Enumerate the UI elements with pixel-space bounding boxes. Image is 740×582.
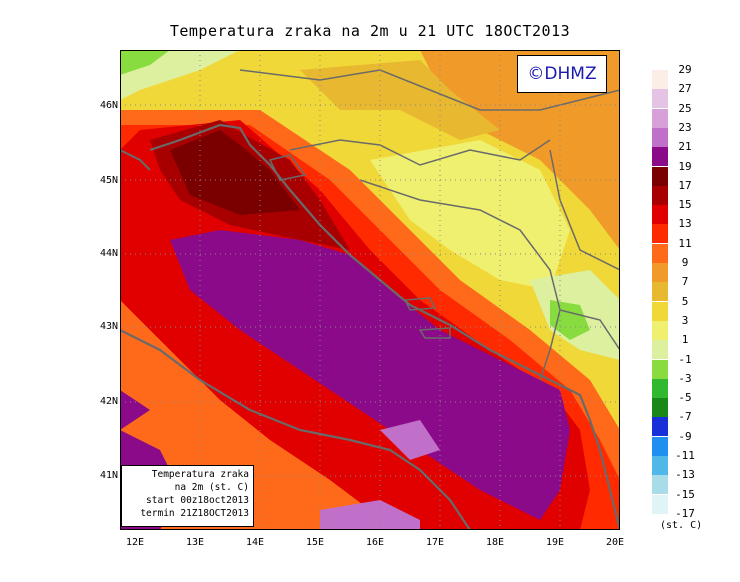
legend-swatch bbox=[652, 340, 668, 360]
lat-label: 42N bbox=[99, 396, 118, 407]
gargano-patch bbox=[380, 420, 440, 460]
info-line: na 2m (st. C) bbox=[174, 482, 249, 493]
legend-swatch bbox=[652, 417, 668, 437]
lat-label: 46N bbox=[99, 100, 118, 111]
temperature-field bbox=[120, 50, 620, 530]
legend-swatch bbox=[652, 378, 668, 398]
lon-label: 13E bbox=[185, 537, 205, 548]
warm-east bbox=[420, 50, 620, 250]
legend-swatch bbox=[652, 70, 668, 89]
legend-label: -9 bbox=[678, 429, 692, 443]
legend-label: 27 bbox=[678, 82, 692, 96]
map-border bbox=[120, 50, 620, 530]
sea-band-21 bbox=[170, 230, 570, 520]
legend-label: 29 bbox=[678, 63, 692, 76]
sea-band-19 bbox=[170, 130, 300, 215]
warm-central bbox=[300, 60, 500, 140]
legend-swatch bbox=[652, 89, 668, 109]
legend-label: 11 bbox=[678, 236, 692, 250]
legend-label: -17 bbox=[675, 506, 695, 520]
legend-label: 5 bbox=[681, 294, 689, 308]
legend-label: -15 bbox=[675, 487, 695, 501]
serbia-border bbox=[549, 149, 620, 271]
legend-label: 25 bbox=[678, 101, 692, 115]
legend-label: -11 bbox=[675, 449, 695, 462]
tyrrhenian-edge bbox=[120, 390, 150, 430]
venetian-coastline bbox=[120, 149, 151, 171]
lat-label: 45N bbox=[99, 175, 118, 186]
lon-label: 17E bbox=[425, 537, 445, 548]
legend-label: 19 bbox=[678, 159, 692, 173]
legend-swatch bbox=[652, 475, 668, 495]
map-title: Temperatura zraka na 2m u 21 UTC 18OCT20… bbox=[169, 22, 571, 40]
lon-label: 16E bbox=[365, 537, 385, 548]
legend-swatch bbox=[652, 224, 668, 244]
legend-label: -3 bbox=[678, 371, 692, 385]
legend-swatch bbox=[652, 456, 668, 475]
legend-swatch bbox=[652, 108, 668, 128]
island-brac bbox=[403, 297, 437, 311]
cold-patch-nw-green bbox=[120, 50, 170, 75]
pale-interior bbox=[370, 140, 570, 290]
italian-coastline bbox=[120, 329, 471, 530]
legend-swatch bbox=[652, 359, 668, 379]
legend-swatch bbox=[652, 301, 668, 321]
dalmatian-coastline bbox=[149, 123, 620, 530]
croatia-border bbox=[289, 139, 551, 166]
lat-label: 43N bbox=[99, 321, 118, 332]
legend-units: (st. C) bbox=[660, 520, 703, 531]
dhmz-logo: ©DHMZ bbox=[517, 55, 607, 93]
info-box: Temperatura zraka na 2m (st. C) start 00… bbox=[121, 465, 254, 527]
lon-label: 19E bbox=[545, 537, 565, 548]
legend-label: 21 bbox=[678, 140, 692, 154]
legend-label: 13 bbox=[678, 217, 692, 231]
legend-label: -5 bbox=[678, 391, 692, 405]
lon-label: 18E bbox=[485, 537, 505, 548]
info-line: start 00z18oct2013 bbox=[146, 495, 249, 506]
temperature-map bbox=[120, 50, 620, 530]
legend-label: 9 bbox=[681, 256, 689, 269]
legend-label: 7 bbox=[681, 275, 689, 289]
info-line: termin 21Z18OCT2013 bbox=[140, 508, 249, 519]
lon-label: 20E bbox=[605, 537, 625, 548]
info-line: Temperatura zraka bbox=[151, 469, 249, 480]
legend-label: 1 bbox=[681, 333, 689, 347]
graticule bbox=[120, 50, 620, 530]
island-krk bbox=[268, 154, 307, 181]
legend-swatch bbox=[652, 494, 668, 514]
legend-swatch bbox=[652, 205, 668, 225]
lon-label: 12E bbox=[125, 537, 145, 548]
legend-swatch bbox=[652, 243, 668, 263]
lat-label: 41N bbox=[99, 470, 118, 481]
island-korcula bbox=[418, 327, 451, 339]
legend-label: 17 bbox=[678, 178, 692, 192]
legend-swatch bbox=[652, 127, 668, 147]
legend-label: -13 bbox=[675, 468, 695, 482]
legend-swatch bbox=[652, 166, 668, 186]
legend-label: -7 bbox=[678, 410, 692, 424]
lon-label: 15E bbox=[305, 537, 325, 548]
legend-swatch bbox=[652, 320, 668, 340]
legend-swatch bbox=[652, 263, 668, 282]
legend-swatch bbox=[652, 147, 668, 167]
south-patch bbox=[320, 500, 420, 530]
legend-swatch bbox=[652, 398, 668, 418]
legend-swatch bbox=[652, 282, 668, 302]
montenegro-border bbox=[559, 309, 620, 351]
legend-label: 3 bbox=[681, 313, 689, 327]
lon-label: 14E bbox=[245, 537, 265, 548]
legend-label: 23 bbox=[678, 120, 692, 134]
legend-label: -1 bbox=[678, 352, 692, 366]
legend-swatch bbox=[652, 185, 668, 205]
legend-label: 15 bbox=[678, 198, 692, 212]
bosnia-border bbox=[359, 179, 561, 381]
lat-label: 44N bbox=[99, 248, 118, 259]
legend-swatch bbox=[652, 436, 668, 456]
